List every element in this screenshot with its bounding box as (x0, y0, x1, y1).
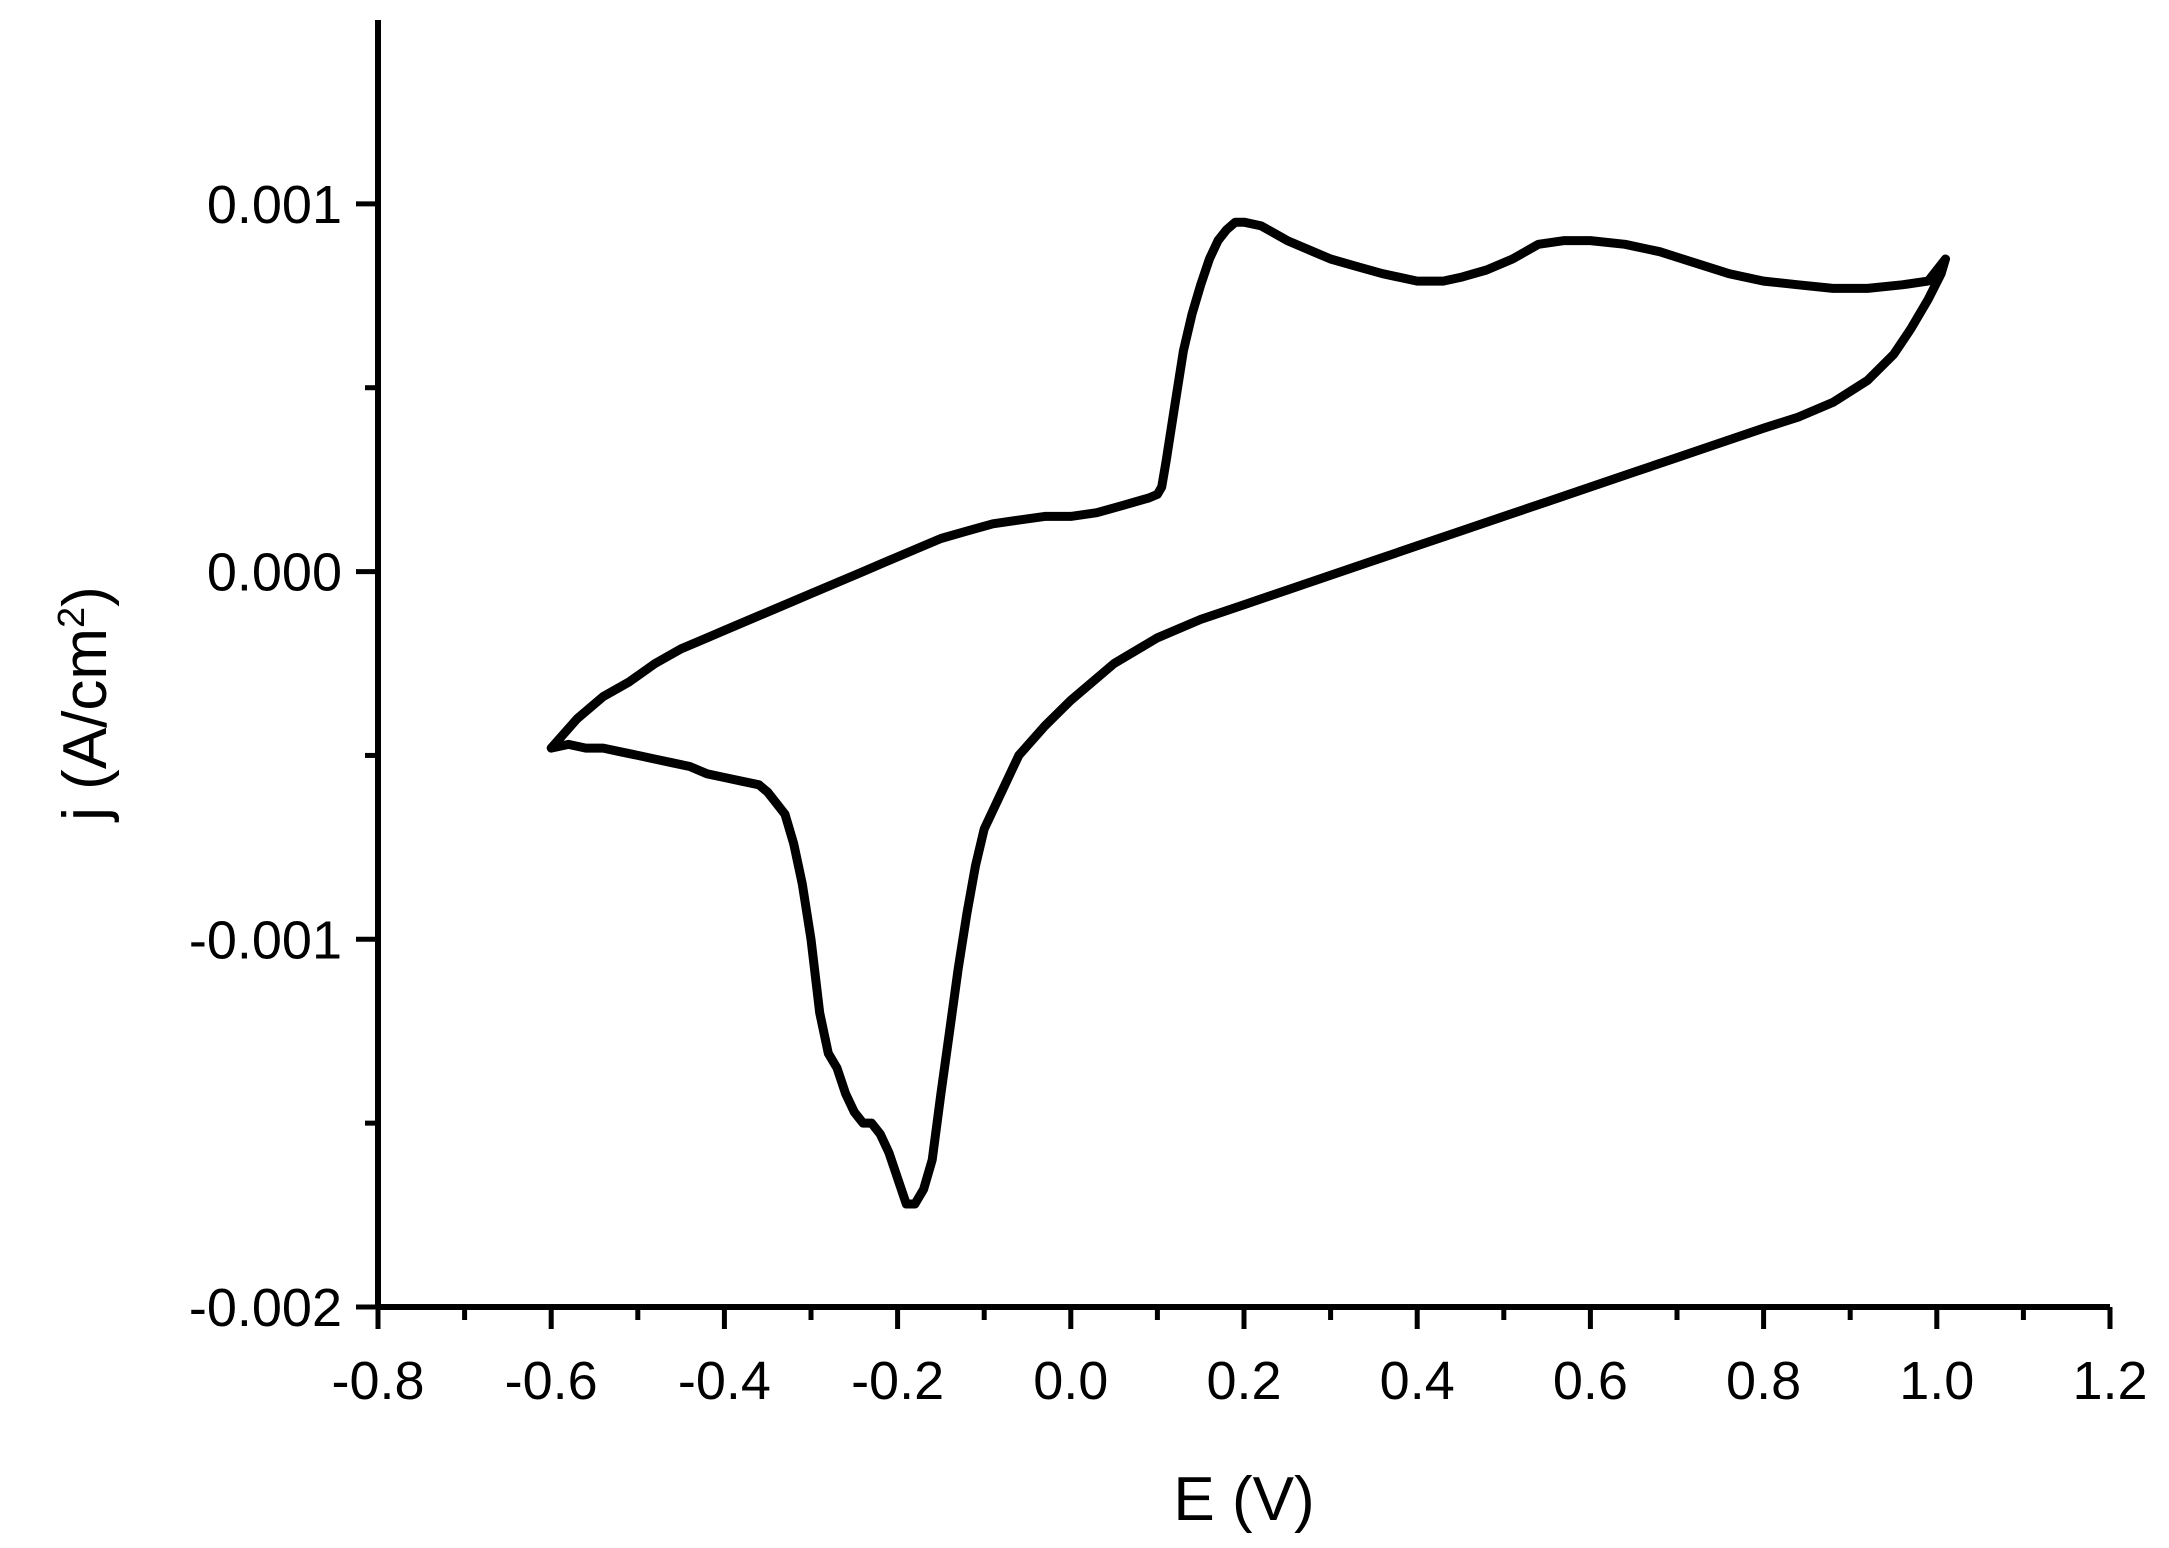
x-axis-label: E (V) (1173, 1465, 1314, 1534)
y-tick-label: 0.000 (207, 543, 342, 603)
x-tick-label: -0.6 (505, 1351, 598, 1411)
series-line (546, 217, 1950, 1209)
y-tick-labels: -0.002 -0.001 0.000 0.001 (189, 175, 342, 1338)
x-tick-label: 0.2 (1206, 1351, 1281, 1411)
x-major-ticks (375, 1307, 2113, 1329)
x-tick-label: 0.4 (1380, 1351, 1455, 1411)
x-tick-label: -0.4 (678, 1351, 771, 1411)
y-axis-label-main: j (A/cm (51, 628, 120, 823)
y-tick-label: 0.001 (207, 175, 342, 235)
x-tick-label: -0.8 (331, 1351, 424, 1411)
y-tick-label: -0.001 (189, 910, 342, 970)
y-axis-label-close: ) (51, 586, 120, 607)
x-tick-label: 1.0 (1899, 1351, 1974, 1411)
x-tick-label: 0.8 (1726, 1351, 1801, 1411)
y-tick-label: -0.002 (189, 1278, 342, 1338)
x-tick-label: 0.0 (1033, 1351, 1108, 1411)
x-tick-label: -0.2 (851, 1351, 944, 1411)
y-axis-label: j (A/cm2) (51, 586, 120, 823)
x-tick-labels: -0.8 -0.6 -0.4 -0.2 0.0 0.2 0.4 0.6 0.8 1.0 1.2 (331, 1351, 2147, 1411)
x-tick-label: 1.2 (2072, 1351, 2147, 1411)
x-tick-label: 0.6 (1553, 1351, 1628, 1411)
y-major-ticks (356, 201, 378, 1310)
y-axis-label-superscript: 2 (51, 607, 93, 628)
